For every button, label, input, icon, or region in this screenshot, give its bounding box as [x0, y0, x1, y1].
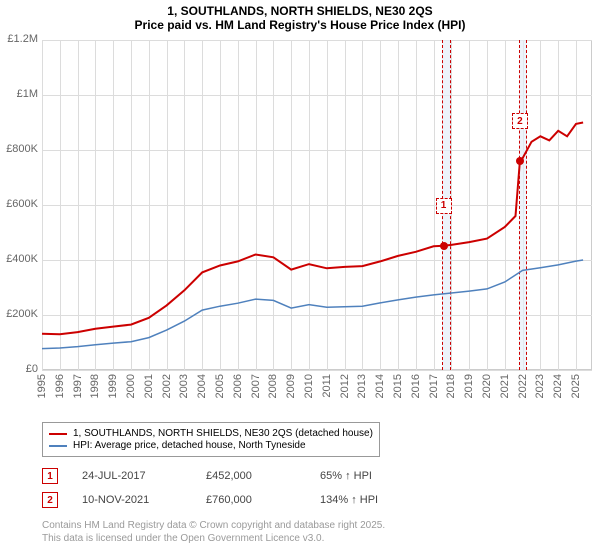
- transaction-delta: 65% ↑ HPI: [320, 470, 372, 482]
- marker-badge: 1: [436, 198, 452, 214]
- series-line: [42, 260, 583, 349]
- marker-badge: 2: [512, 113, 528, 129]
- transaction-price: £452,000: [206, 470, 296, 482]
- transaction-row: 2 10-NOV-2021 £760,000 134% ↑ HPI: [42, 492, 378, 508]
- transaction-date: 24-JUL-2017: [82, 470, 182, 482]
- series-line: [42, 123, 583, 335]
- transaction-date: 10-NOV-2021: [82, 494, 182, 506]
- transaction-badge: 1: [42, 468, 58, 484]
- transaction-badge: 2: [42, 492, 58, 508]
- transaction-delta: 134% ↑ HPI: [320, 494, 378, 506]
- marker-dot: [440, 242, 448, 250]
- marker-dot: [516, 157, 524, 165]
- transaction-row: 1 24-JUL-2017 £452,000 65% ↑ HPI: [42, 468, 372, 484]
- transaction-price: £760,000: [206, 494, 296, 506]
- chart-container: 1, SOUTHLANDS, NORTH SHIELDS, NE30 2QS P…: [0, 0, 600, 560]
